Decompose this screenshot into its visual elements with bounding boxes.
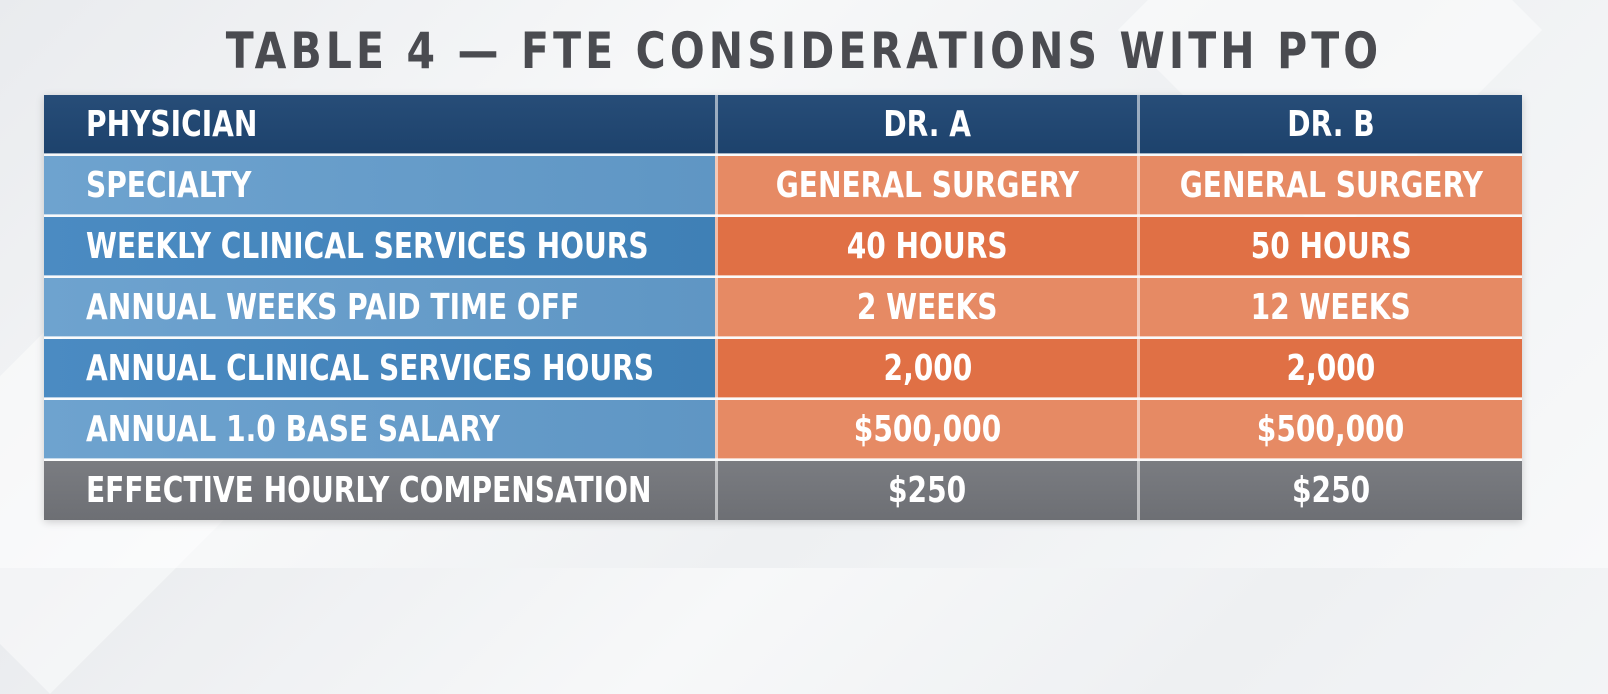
- header-cell-dr-a: DR. A: [715, 95, 1137, 154]
- table-row-base-salary: ANNUAL 1.0 BASE SALARY $500,000 $500,000: [44, 397, 1522, 462]
- row-value-dr-a: 2,000: [715, 339, 1137, 398]
- row-value-dr-b: $250: [1137, 461, 1522, 520]
- table-header-row: PHYSICIAN DR. A DR. B: [44, 95, 1522, 154]
- page-title: TABLE 4 — FTE CONSIDERATIONS WITH PTO: [225, 22, 1383, 80]
- table-row-annual-hours: ANNUAL CLINICAL SERVICES HOURS 2,000 2,0…: [44, 336, 1522, 401]
- row-value-dr-a: $250: [715, 461, 1137, 520]
- row-label: EFFECTIVE HOURLY COMPENSATION: [44, 461, 715, 520]
- table-row-weekly-hours: WEEKLY CLINICAL SERVICES HOURS 40 HOURS …: [44, 214, 1522, 279]
- row-value-dr-b: 2,000: [1137, 339, 1522, 398]
- row-label: ANNUAL 1.0 BASE SALARY: [44, 400, 715, 459]
- row-value-dr-a: 40 HOURS: [715, 217, 1137, 276]
- table-row-pto-weeks: ANNUAL WEEKS PAID TIME OFF 2 WEEKS 12 WE…: [44, 275, 1522, 340]
- row-label: WEEKLY CLINICAL SERVICES HOURS: [44, 217, 715, 276]
- row-value-dr-b: GENERAL SURGERY: [1137, 156, 1522, 215]
- row-label: ANNUAL CLINICAL SERVICES HOURS: [44, 339, 715, 398]
- row-value-dr-a: 2 WEEKS: [715, 278, 1137, 337]
- row-value-dr-b: 12 WEEKS: [1137, 278, 1522, 337]
- row-label: SPECIALTY: [44, 156, 715, 215]
- row-value-dr-b: 50 HOURS: [1137, 217, 1522, 276]
- header-cell-physician: PHYSICIAN: [44, 95, 715, 154]
- table-row-hourly-compensation: EFFECTIVE HOURLY COMPENSATION $250 $250: [44, 458, 1522, 523]
- fte-table: PHYSICIAN DR. A DR. B SPECIALTY GENERAL …: [44, 95, 1522, 520]
- row-label: ANNUAL WEEKS PAID TIME OFF: [44, 278, 715, 337]
- row-value-dr-b: $500,000: [1137, 400, 1522, 459]
- table-row-specialty: SPECIALTY GENERAL SURGERY GENERAL SURGER…: [44, 153, 1522, 218]
- row-value-dr-a: GENERAL SURGERY: [715, 156, 1137, 215]
- row-value-dr-a: $500,000: [715, 400, 1137, 459]
- header-cell-dr-b: DR. B: [1137, 95, 1522, 154]
